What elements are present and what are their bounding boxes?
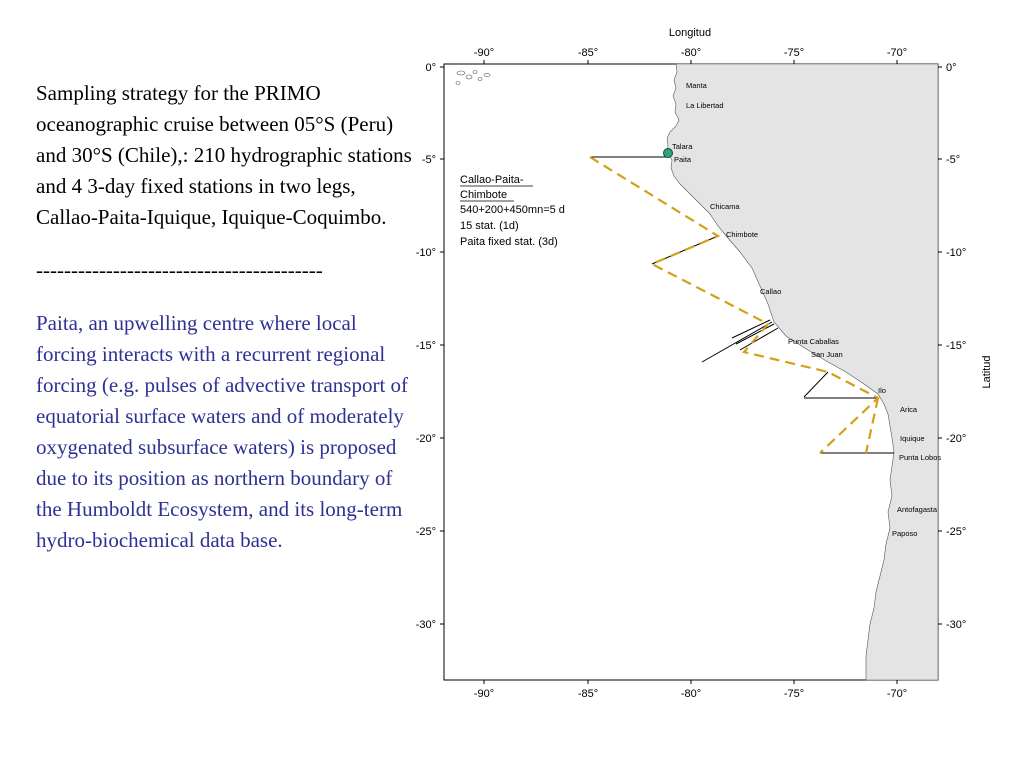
paita-paragraph: Paita, an upwelling centre where local f… bbox=[36, 311, 409, 552]
cruise-track bbox=[589, 156, 880, 454]
cruise-legend: Callao-Paita- Chimbote 540+200+450mn=5 d… bbox=[460, 174, 565, 248]
legend-line3: Paita fixed stat. (3d) bbox=[460, 236, 558, 248]
top-lon-label: -90° bbox=[474, 47, 494, 59]
place-label: La Libertad bbox=[686, 101, 724, 110]
right-lat-label: 0° bbox=[946, 62, 957, 74]
land-mass bbox=[666, 63, 939, 681]
place-label: Paita bbox=[674, 155, 692, 164]
place-label: Chimbote bbox=[726, 230, 758, 239]
place-label: Punta Caballas bbox=[788, 337, 839, 346]
y-axis-title: Latitud bbox=[981, 355, 993, 388]
left-lat-label: -30° bbox=[416, 619, 436, 631]
place-label: Manta bbox=[686, 81, 708, 90]
right-lat-label: -20° bbox=[946, 433, 966, 445]
left-lat-label: -15° bbox=[416, 340, 436, 352]
right-lat-ticks bbox=[938, 66, 942, 625]
legend-title-line1: Callao-Paita- bbox=[460, 174, 524, 186]
left-lat-label: -20° bbox=[416, 433, 436, 445]
left-lat-ticks bbox=[440, 66, 444, 625]
bottom-lon-label: -80° bbox=[681, 688, 701, 700]
place-label: Chicama bbox=[710, 202, 740, 211]
left-lat-label: -10° bbox=[416, 247, 436, 259]
top-lon-ticks bbox=[483, 60, 898, 64]
place-label: Punta Lobos bbox=[899, 453, 941, 462]
separator-line: ----------------------------------------… bbox=[36, 258, 323, 282]
right-lat-label: -10° bbox=[946, 247, 966, 259]
right-lat-label: -30° bbox=[946, 619, 966, 631]
legend-title-line2: Chimbote bbox=[460, 189, 507, 201]
place-label: Paposo bbox=[892, 529, 917, 538]
place-label: Arica bbox=[900, 405, 918, 414]
right-lat-label: -25° bbox=[946, 526, 966, 538]
paita-fixed-station-marker bbox=[663, 148, 673, 158]
place-label: Callao bbox=[760, 287, 781, 296]
left-lat-label: -5° bbox=[422, 154, 436, 166]
legend-line1: 540+200+450mn=5 d bbox=[460, 204, 565, 216]
bottom-lon-label: -85° bbox=[578, 688, 598, 700]
galapagos-islands bbox=[455, 70, 491, 85]
top-lon-label: -70° bbox=[887, 47, 907, 59]
bottom-lon-ticks bbox=[483, 680, 898, 684]
text-column: Sampling strategy for the PRIMO oceanogr… bbox=[36, 78, 416, 556]
top-lon-label: -80° bbox=[681, 47, 701, 59]
place-label: Ilo bbox=[878, 386, 886, 395]
bottom-lon-label: -75° bbox=[784, 688, 804, 700]
left-lat-label: 0° bbox=[425, 62, 436, 74]
right-lat-label: -5° bbox=[946, 154, 960, 166]
legend-line2: 15 stat. (1d) bbox=[460, 220, 519, 232]
place-label: San Juan bbox=[811, 350, 843, 359]
place-label: Iquique bbox=[900, 434, 925, 443]
bottom-lon-label: -90° bbox=[474, 688, 494, 700]
right-lat-label: -15° bbox=[946, 340, 966, 352]
intro-paragraph: Sampling strategy for the PRIMO oceanogr… bbox=[36, 81, 412, 229]
bottom-lon-label: -70° bbox=[887, 688, 907, 700]
left-lat-label: -25° bbox=[416, 526, 436, 538]
top-lon-label: -75° bbox=[784, 47, 804, 59]
place-label: Talara bbox=[672, 142, 693, 151]
top-lon-label: -85° bbox=[578, 47, 598, 59]
x-axis-title: Longitud bbox=[669, 27, 711, 39]
place-label: Antofagasta bbox=[897, 505, 938, 514]
